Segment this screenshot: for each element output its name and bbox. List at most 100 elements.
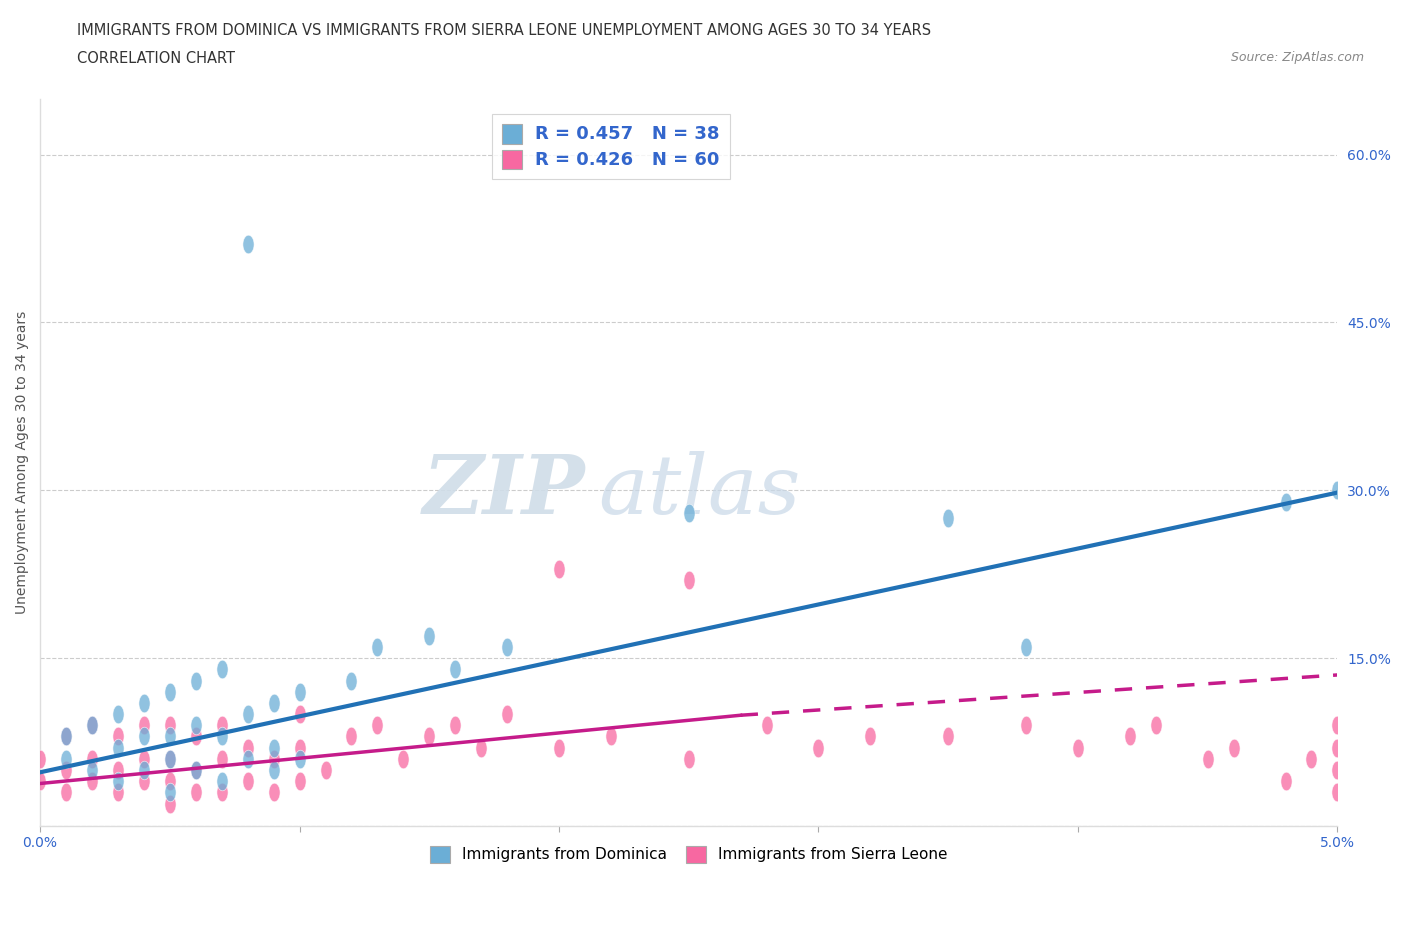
Point <box>107 740 129 755</box>
Point <box>1326 740 1348 755</box>
Point <box>159 796 181 811</box>
Point <box>1326 763 1348 777</box>
Point <box>859 729 882 744</box>
Point <box>159 785 181 800</box>
Point <box>132 696 155 711</box>
Point <box>288 740 311 755</box>
Point <box>132 763 155 777</box>
Point <box>392 751 415 766</box>
Point <box>211 785 233 800</box>
Point <box>107 707 129 722</box>
Point <box>678 751 700 766</box>
Point <box>132 751 155 766</box>
Point <box>418 629 440 644</box>
Point <box>600 729 623 744</box>
Point <box>159 751 181 766</box>
Point <box>288 751 311 766</box>
Point <box>132 729 155 744</box>
Point <box>184 673 207 688</box>
Point <box>184 785 207 800</box>
Point <box>548 561 571 576</box>
Point <box>548 740 571 755</box>
Point <box>184 729 207 744</box>
Point <box>80 774 103 789</box>
Point <box>263 785 285 800</box>
Point <box>30 774 52 789</box>
Point <box>1301 751 1323 766</box>
Point <box>1326 483 1348 498</box>
Point <box>211 662 233 677</box>
Point <box>184 763 207 777</box>
Point <box>236 237 259 252</box>
Point <box>107 774 129 789</box>
Point <box>418 729 440 744</box>
Point <box>496 707 519 722</box>
Point <box>55 729 77 744</box>
Text: atlas: atlas <box>598 451 800 531</box>
Point <box>159 718 181 733</box>
Point <box>159 729 181 744</box>
Point <box>1222 740 1244 755</box>
Point <box>211 751 233 766</box>
Point <box>55 763 77 777</box>
Point <box>107 763 129 777</box>
Point <box>159 751 181 766</box>
Text: CORRELATION CHART: CORRELATION CHART <box>77 51 235 66</box>
Text: Source: ZipAtlas.com: Source: ZipAtlas.com <box>1230 51 1364 64</box>
Point <box>1015 640 1038 655</box>
Point <box>340 729 363 744</box>
Point <box>30 751 52 766</box>
Point <box>315 763 337 777</box>
Point <box>1197 751 1219 766</box>
Point <box>263 763 285 777</box>
Point <box>184 763 207 777</box>
Point <box>211 718 233 733</box>
Point <box>1274 774 1296 789</box>
Point <box>1144 718 1167 733</box>
Y-axis label: Unemployment Among Ages 30 to 34 years: Unemployment Among Ages 30 to 34 years <box>15 311 30 614</box>
Point <box>132 718 155 733</box>
Point <box>1326 785 1348 800</box>
Point <box>55 729 77 744</box>
Point <box>936 729 959 744</box>
Point <box>288 684 311 699</box>
Point <box>159 774 181 789</box>
Point <box>107 729 129 744</box>
Point <box>1067 740 1090 755</box>
Legend: Immigrants from Dominica, Immigrants from Sierra Leone: Immigrants from Dominica, Immigrants fro… <box>425 840 953 870</box>
Point <box>159 684 181 699</box>
Point <box>236 774 259 789</box>
Point <box>678 505 700 520</box>
Point <box>755 718 778 733</box>
Point <box>263 740 285 755</box>
Point <box>80 763 103 777</box>
Point <box>936 511 959 525</box>
Point <box>340 673 363 688</box>
Point <box>288 707 311 722</box>
Point <box>444 718 467 733</box>
Point <box>80 718 103 733</box>
Point <box>80 718 103 733</box>
Point <box>470 740 492 755</box>
Point <box>1119 729 1142 744</box>
Point <box>132 774 155 789</box>
Point <box>1326 718 1348 733</box>
Point <box>1015 718 1038 733</box>
Point <box>236 707 259 722</box>
Point <box>107 785 129 800</box>
Point <box>80 751 103 766</box>
Point <box>55 751 77 766</box>
Point <box>807 740 830 755</box>
Text: ZIP: ZIP <box>422 451 585 531</box>
Point <box>236 751 259 766</box>
Point <box>211 774 233 789</box>
Point <box>678 572 700 587</box>
Point <box>1274 494 1296 509</box>
Point <box>263 751 285 766</box>
Point <box>184 718 207 733</box>
Point <box>211 729 233 744</box>
Point <box>366 718 388 733</box>
Point <box>366 640 388 655</box>
Point <box>444 662 467 677</box>
Point <box>55 785 77 800</box>
